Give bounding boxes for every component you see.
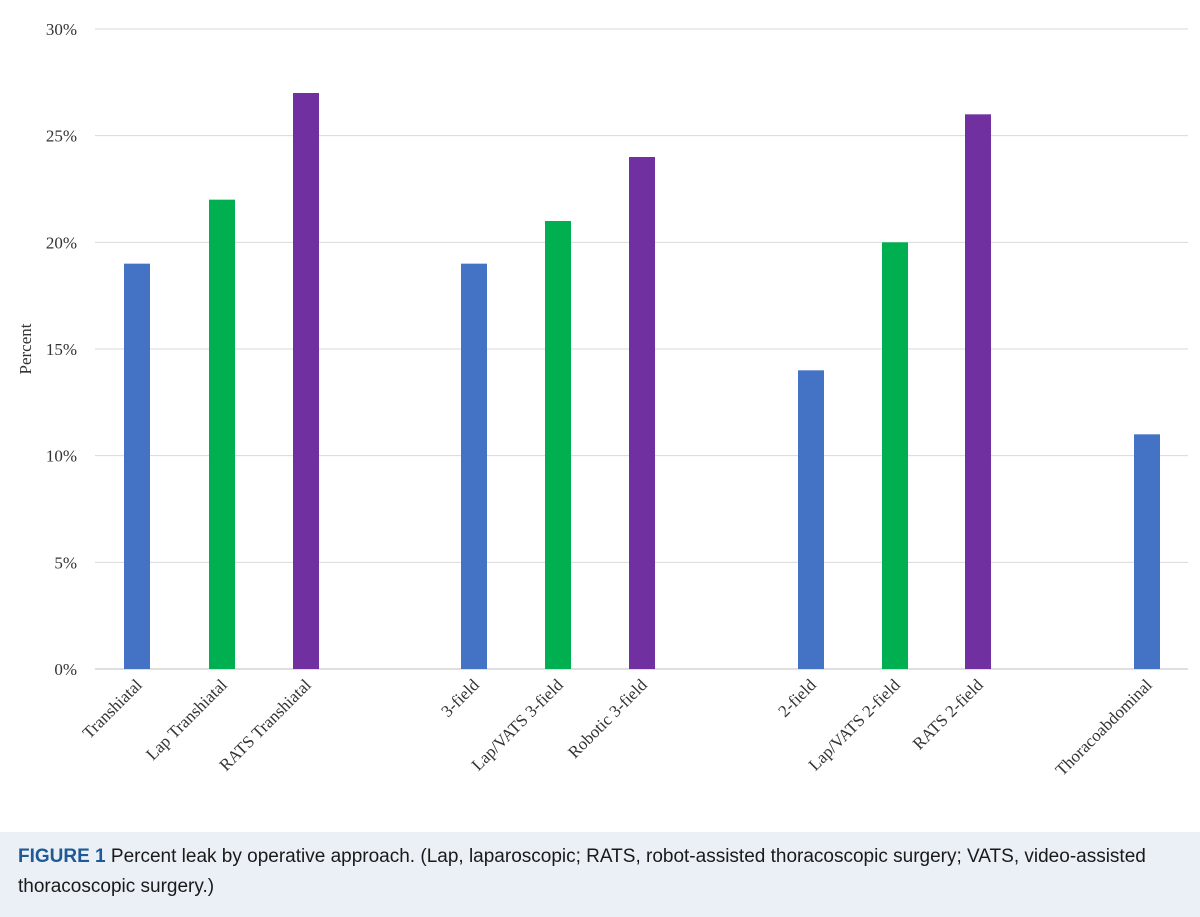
x-category-label: Transhiatal bbox=[79, 675, 146, 742]
x-category-label: Lap/VATS 3-field bbox=[468, 675, 567, 774]
y-tick-label: 30% bbox=[46, 20, 77, 39]
x-category-label: Lap Transhiatal bbox=[142, 675, 231, 764]
bar bbox=[965, 114, 991, 670]
y-tick-label: 20% bbox=[46, 233, 77, 252]
bar bbox=[209, 199, 235, 669]
y-tick-label: 0% bbox=[54, 660, 77, 679]
y-axis-title: Percent bbox=[16, 323, 35, 374]
caption-text: Percent leak by operative approach. (Lap… bbox=[18, 846, 1146, 897]
bar bbox=[1134, 434, 1160, 669]
x-category-label: RATS Transhiatal bbox=[216, 675, 315, 774]
x-category-label: Robotic 3-field bbox=[564, 675, 651, 762]
x-category-label: Lap/VATS 2-field bbox=[805, 675, 904, 774]
x-category-label: 2-field bbox=[774, 675, 820, 721]
bar bbox=[293, 93, 319, 669]
x-category-label: Thoracoabdominal bbox=[1052, 675, 1156, 779]
x-category-label: 3-field bbox=[437, 675, 483, 721]
bar bbox=[798, 370, 824, 669]
bar bbox=[629, 157, 655, 669]
bar bbox=[461, 263, 487, 669]
bar bbox=[124, 263, 150, 669]
bar bbox=[545, 221, 571, 669]
y-tick-label: 15% bbox=[46, 340, 77, 359]
caption-label: FIGURE 1 bbox=[18, 846, 106, 867]
y-tick-label: 25% bbox=[46, 127, 77, 146]
bar-chart: 0% 5% 10% 15% 20% 25% 30% Transhiatal Lap Trans… bbox=[16, 20, 1188, 780]
figure-caption: FIGURE 1 Percent leak by operative appro… bbox=[0, 832, 1200, 917]
bars bbox=[124, 93, 1160, 670]
bar bbox=[882, 242, 908, 670]
y-axis-ticks: 0% 5% 10% 15% 20% 25% 30% bbox=[46, 20, 77, 679]
x-category-label: RATS 2-field bbox=[909, 675, 987, 753]
y-tick-label: 5% bbox=[54, 553, 77, 572]
y-tick-label: 10% bbox=[46, 447, 77, 466]
